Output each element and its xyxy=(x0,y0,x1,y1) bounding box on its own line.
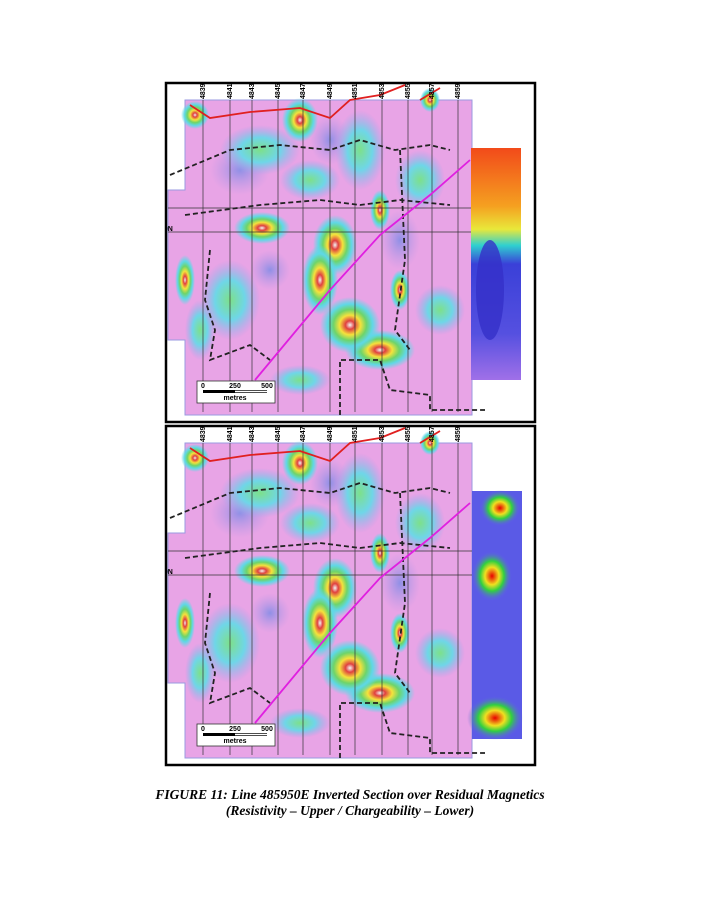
line-label: 4851 xyxy=(352,83,359,99)
line-label: 4853 xyxy=(379,83,386,99)
cyan-zone xyxy=(220,468,300,518)
figure: 50N 4839 4841 4843 4845 4847 4849 4851 4853 4855 4… xyxy=(160,81,537,424)
road xyxy=(189,84,441,120)
anomaly xyxy=(175,255,195,305)
scale-bar: 0 250 500 metres xyxy=(196,723,276,747)
anomaly xyxy=(234,212,290,244)
cyan-zone xyxy=(270,365,330,395)
line-label: 4851 xyxy=(352,426,359,442)
side-label: 50N xyxy=(160,226,173,233)
line-label: 4849 xyxy=(327,426,334,442)
cyan-zone xyxy=(395,493,445,553)
anomaly xyxy=(181,444,209,472)
magenta-line xyxy=(254,502,471,724)
violet-zone xyxy=(380,553,420,613)
anomaly xyxy=(181,101,209,129)
scale-label: 0 xyxy=(201,726,205,733)
cyan-zone xyxy=(185,300,215,360)
section-high xyxy=(472,551,512,601)
line-label: 4857 xyxy=(429,83,436,99)
scale-seg xyxy=(235,733,267,736)
cyan-zone xyxy=(280,503,340,543)
line-label: 4847 xyxy=(300,426,307,442)
boundary xyxy=(169,139,485,415)
side-label: 50N xyxy=(160,569,173,576)
scale-label: 0 xyxy=(201,383,205,390)
line-label: 4859 xyxy=(455,83,462,99)
scale-unit: metres xyxy=(224,395,247,402)
cyan-zone xyxy=(220,125,300,175)
cyan-zone xyxy=(335,110,385,190)
violet-zone xyxy=(250,593,290,633)
anomaly xyxy=(320,640,380,696)
scale-label: 250 xyxy=(229,383,241,390)
line-label: 4859 xyxy=(455,426,462,442)
figure: 50N 4839 4841 4843 4845 4847 4849 4851 4853 4855 4… xyxy=(160,424,537,767)
line-label: 4843 xyxy=(249,83,256,99)
line-label: 4857 xyxy=(429,426,436,442)
boundary xyxy=(169,482,485,758)
scale-label: 250 xyxy=(229,726,241,733)
anomaly xyxy=(302,588,338,658)
line-label: 4849 xyxy=(327,83,334,99)
scale-bar: 0 250 500 metres xyxy=(196,380,276,404)
line-label: 4853 xyxy=(379,426,386,442)
cyan-zone xyxy=(395,150,445,210)
cyan-zone xyxy=(185,643,215,703)
line-label: 4847 xyxy=(300,83,307,99)
anomaly xyxy=(302,245,338,315)
anomaly xyxy=(420,88,440,112)
section-high xyxy=(480,490,520,526)
line-label: 4845 xyxy=(275,83,282,99)
line-label: 4843 xyxy=(249,426,256,442)
line-label: 4841 xyxy=(227,426,234,442)
map: 50N xyxy=(160,427,485,759)
anomaly xyxy=(370,533,390,573)
violet-zone xyxy=(250,250,290,290)
section-low xyxy=(476,240,504,340)
scale-label: 500 xyxy=(261,383,273,390)
anomaly xyxy=(234,555,290,587)
line-label: 4839 xyxy=(200,83,207,99)
scale-seg xyxy=(235,390,267,393)
caption-title: FIGURE 11: Line 485950E Inverted Section… xyxy=(154,787,544,802)
line-label: 4839 xyxy=(200,426,207,442)
magenta-line xyxy=(254,159,471,381)
line-label: 4845 xyxy=(275,426,282,442)
anomaly xyxy=(320,297,380,353)
scale-label: 500 xyxy=(261,726,273,733)
road xyxy=(189,427,441,463)
anomaly xyxy=(420,431,440,455)
scale-unit: metres xyxy=(224,738,247,745)
map: 50N xyxy=(160,84,485,416)
anomaly xyxy=(370,190,390,230)
violet-zone xyxy=(380,210,420,270)
cyan-zone xyxy=(280,160,340,200)
anomaly xyxy=(175,598,195,648)
line-label: 4841 xyxy=(227,83,234,99)
line-label: 4855 xyxy=(405,83,412,99)
anomaly xyxy=(282,98,318,142)
section-high xyxy=(467,696,523,740)
caption-subtitle: (Resistivity – Upper / Chargeability – L… xyxy=(226,803,474,818)
cyan-zone xyxy=(415,285,465,335)
anomaly xyxy=(282,441,318,485)
line-label: 4855 xyxy=(405,426,412,442)
cyan-zone xyxy=(270,708,330,738)
cyan-zone xyxy=(415,628,465,678)
cyan-zone xyxy=(335,453,385,533)
